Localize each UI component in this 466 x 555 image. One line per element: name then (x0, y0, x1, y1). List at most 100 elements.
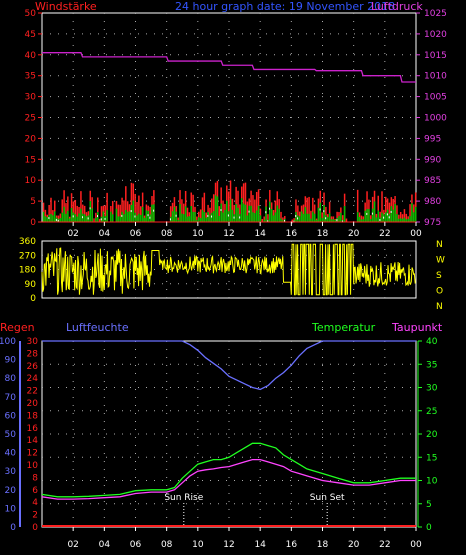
rain-tick-label: 14 (27, 436, 39, 446)
wind-gust-bar (274, 200, 277, 222)
wind-gust-bar (366, 191, 368, 222)
x-tick-label: 20 (348, 229, 360, 239)
wind-gust-bar (295, 199, 297, 222)
x-tick-label: 16 (286, 229, 298, 239)
wind-gust-bar (125, 186, 127, 222)
wind-avg-bar (330, 219, 333, 222)
wind-gust-bar (93, 218, 95, 222)
wind-avg-bar (128, 211, 131, 222)
wind-gust-bar (183, 203, 185, 222)
wind-gust-bar (306, 197, 308, 222)
wind-gust-bar (222, 200, 224, 222)
sun-marker-label: Sun Rise (164, 493, 203, 503)
wind-gust-bar (199, 209, 202, 222)
wind-avg-bar (175, 211, 178, 222)
wind-gust-bar (70, 193, 73, 222)
wind-avg-bar (192, 211, 194, 222)
wind-gust-bar (362, 216, 365, 222)
wind-gust-bar (203, 192, 206, 222)
wind-avg-bar (371, 208, 374, 222)
wind-gust-bar (95, 212, 97, 222)
wind-mean-mark (220, 209, 222, 212)
wind-mean-mark (295, 214, 297, 217)
wind-gust-bar (261, 218, 264, 222)
wind-avg-bar (327, 217, 329, 222)
wind-axis-label: Windstärke (35, 0, 97, 13)
wind-gust-bar (83, 205, 86, 222)
direction-tick-label: 270 (19, 251, 36, 261)
wind-panel-grid (42, 13, 416, 222)
wind-avg-bar (199, 218, 202, 222)
wind-gust-bar (246, 201, 249, 222)
wind-avg-bar (407, 218, 409, 222)
wind-tick-label: 5 (30, 197, 36, 207)
wind-avg-bar (315, 219, 318, 222)
wind-mean-mark (325, 217, 327, 220)
dewpoint-line (41, 458, 416, 500)
wind-avg-bar (59, 218, 62, 222)
wind-avg-bar (52, 215, 54, 222)
rain-tick-label: 20 (27, 399, 39, 409)
wind-mean-mark (267, 220, 269, 223)
wind-gust-bar (192, 194, 194, 222)
wind-gust-bar (233, 204, 236, 222)
wind-mean-mark (319, 208, 321, 211)
pressure-tick-label: 1015 (424, 51, 447, 61)
direction-line (41, 243, 416, 296)
wind-gust-bar (123, 200, 125, 222)
wind-avg-bar (300, 211, 303, 222)
wind-avg-bar (392, 209, 394, 222)
wind-gust-bar (399, 211, 402, 222)
wind-gust-bar (396, 205, 398, 222)
wind-avg-bar (280, 218, 282, 222)
wind-avg-bar (231, 209, 234, 222)
temp-panel-x-ticks: 02 04 06 08 10 12 14 16 18 20 22 00 (67, 527, 422, 550)
wind-avg-bar (95, 217, 97, 222)
x-tick-label: 14 (254, 540, 266, 550)
wind-gust-bar (205, 212, 207, 222)
wind-avg-bar (403, 217, 406, 222)
x-tick-label: 14 (254, 229, 266, 239)
wind-avg-bar (334, 219, 336, 222)
wind-avg-bar (317, 207, 320, 222)
wind-gust-bar (282, 217, 284, 222)
wind-avg-bar (255, 210, 258, 222)
wind-avg-bar (110, 211, 112, 222)
wind-avg-bar (244, 204, 247, 222)
wind-avg-bar (399, 218, 402, 222)
wind-mean-mark (121, 214, 123, 217)
wind-avg-bar (375, 217, 378, 222)
wind-avg-bar (370, 219, 372, 222)
wind-avg-bar (74, 214, 77, 222)
wind-gust-bar (313, 204, 316, 222)
wind-tick-label: 0 (30, 218, 36, 228)
x-tick-label: 18 (317, 229, 329, 239)
pressure-tick-label: 1020 (424, 30, 447, 40)
wind-avg-bar (65, 213, 67, 222)
rain-tick-label: 24 (27, 374, 39, 384)
wind-avg-bar (117, 216, 120, 222)
wind-avg-bar (282, 220, 284, 222)
wind-gust-bar (325, 206, 327, 222)
wind-avg-bar (140, 214, 142, 222)
wind-mean-mark (149, 216, 151, 219)
sun-markers: Sun Rise Sun Set (164, 493, 345, 527)
wind-tick-label: 10 (25, 176, 37, 186)
wind-gust-bar (82, 204, 84, 222)
wind-gust-bar (74, 199, 77, 222)
wind-avg-bar (227, 211, 230, 222)
wind-avg-bar (63, 206, 65, 222)
wind-avg-bar (126, 211, 129, 222)
rain-tick-label: 28 (27, 349, 39, 359)
wind-avg-bar (302, 213, 305, 222)
wind-gust-bar (291, 219, 293, 222)
wind-avg-bar (358, 216, 361, 222)
wind-gust-bar (259, 208, 262, 222)
wind-avg-bar (265, 206, 267, 222)
wind-gust-bar (117, 204, 120, 222)
humidity-tick-label: 60 (5, 411, 17, 421)
wind-avg-bar (151, 204, 153, 222)
pressure-tick-label: 990 (424, 155, 441, 165)
